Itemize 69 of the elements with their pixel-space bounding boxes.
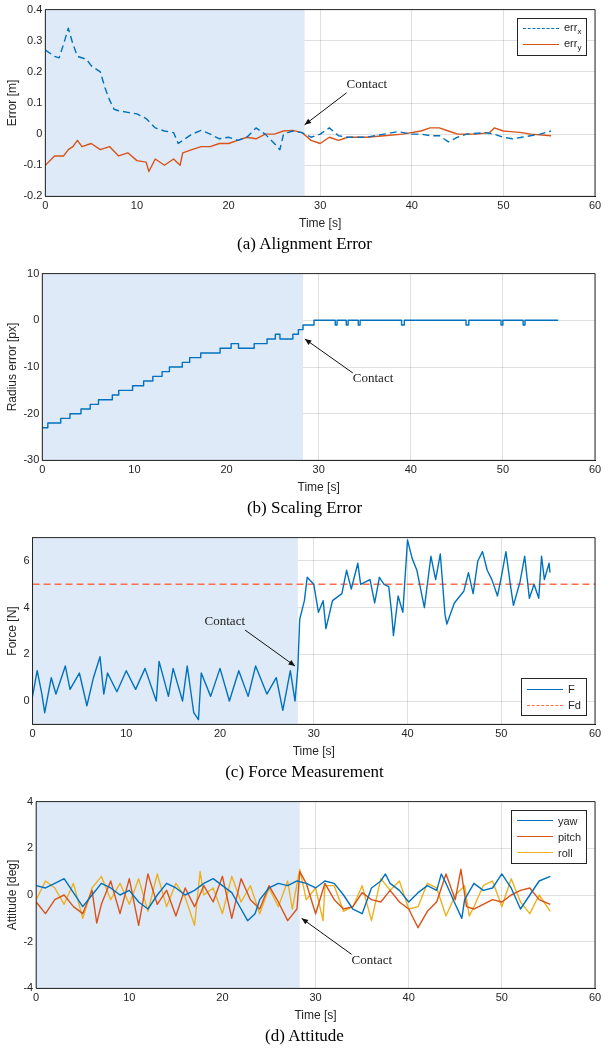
y-tick-label: -30	[23, 453, 40, 466]
legend-label: err$_{x}$	[564, 21, 582, 37]
text: (a) Alignment Error	[236, 234, 373, 254]
line-series	[45, 27, 552, 151]
y-axis-title: Attitude [deg]	[4, 859, 19, 931]
x-tick-label: 20	[216, 991, 229, 1004]
y-tick-label: 4	[23, 600, 30, 613]
annotation: Contact	[204, 613, 246, 629]
y-tick-label: 2	[23, 647, 30, 660]
legend-label: roll	[558, 846, 573, 859]
text: (b) Scaling Error	[245, 498, 364, 518]
y-tick-label: 4	[27, 794, 34, 807]
x-tick-label: 30	[312, 463, 325, 476]
legend-label: err$_{y}$	[564, 37, 582, 53]
x-tick-label: 30	[314, 199, 327, 212]
text: (d) Attitude	[264, 1026, 345, 1046]
y-tick-label: 0	[27, 888, 34, 901]
y-tick-label: 0	[36, 127, 43, 140]
x-tick-label: 10	[123, 991, 136, 1004]
legend-label: pitch	[558, 830, 582, 843]
x-tick-label: 10	[128, 463, 141, 476]
y-tick-label: 0.1	[27, 96, 43, 109]
x-tick-label: 50	[496, 463, 510, 476]
x-tick-label: 30	[309, 991, 322, 1004]
y-tick-label: 0.4	[27, 2, 43, 15]
x-tick-label: 60	[588, 199, 602, 212]
text: (c) Force Measurement	[224, 762, 385, 782]
x-tick-label: 40	[404, 463, 417, 476]
y-tick-label: 0.3	[27, 33, 43, 46]
y-tick-label: 0.2	[27, 64, 43, 77]
x-axis-title: Time [s]	[299, 216, 342, 231]
y-axis-title: Radius error [px]	[4, 322, 19, 412]
legend-label: F	[568, 683, 575, 696]
legend-label: Fd	[568, 699, 581, 712]
x-tick-label: 20	[220, 463, 233, 476]
x-axis-title: Time [s]	[294, 1008, 337, 1023]
annotation: Contact	[351, 951, 393, 967]
x-tick-label: 50	[495, 991, 508, 1004]
y-tick-label: -20	[23, 406, 40, 419]
x-tick-label: 10	[130, 199, 144, 212]
x-axis-title: Time [s]	[297, 480, 340, 495]
x-tick-label: 40	[405, 199, 418, 212]
y-tick-label: -0.2	[23, 189, 43, 202]
x-tick-label: 40	[402, 991, 415, 1004]
x-tick-label: 20	[222, 199, 235, 212]
x-tick-label: 50	[497, 199, 510, 212]
x-tick-label: 30	[307, 727, 320, 740]
y-tick-label: -0.1	[23, 158, 43, 171]
legend-label: yaw	[558, 814, 578, 827]
x-tick-label: 10	[120, 727, 133, 740]
y-tick-label: -2	[23, 934, 34, 947]
annotation: Contact	[352, 370, 394, 386]
y-tick-label: 6	[23, 553, 30, 566]
x-tick-label: 60	[588, 727, 602, 740]
x-axis-title: Time [s]	[292, 744, 335, 759]
x-tick-label: 60	[588, 991, 602, 1004]
y-tick-label: 10	[27, 266, 40, 279]
y-tick-label: -4	[23, 981, 34, 994]
y-tick-label: 2	[27, 841, 34, 854]
x-tick-label: 20	[213, 727, 227, 740]
y-tick-label: 0	[33, 313, 40, 326]
annotation: Contact	[346, 76, 388, 92]
x-tick-label: 50	[495, 727, 508, 740]
y-axis-title: Error [m]	[4, 79, 19, 127]
y-tick-label: -10	[23, 360, 40, 373]
x-tick-label: 40	[401, 727, 414, 740]
y-axis-title: Force [N]	[4, 606, 19, 656]
y-tick-label: 0	[23, 694, 30, 707]
x-tick-label: 60	[588, 463, 602, 476]
